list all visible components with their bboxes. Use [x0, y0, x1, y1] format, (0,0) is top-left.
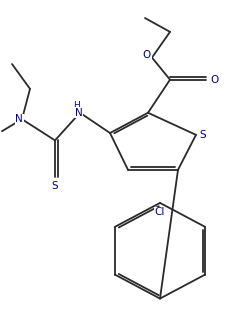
- Text: O: O: [210, 75, 219, 85]
- Text: H: H: [73, 102, 80, 111]
- Text: S: S: [200, 130, 206, 140]
- Text: O: O: [143, 50, 151, 60]
- Text: N: N: [75, 108, 82, 118]
- Text: N: N: [15, 114, 23, 124]
- Text: S: S: [52, 181, 58, 191]
- Text: Cl: Cl: [155, 207, 165, 217]
